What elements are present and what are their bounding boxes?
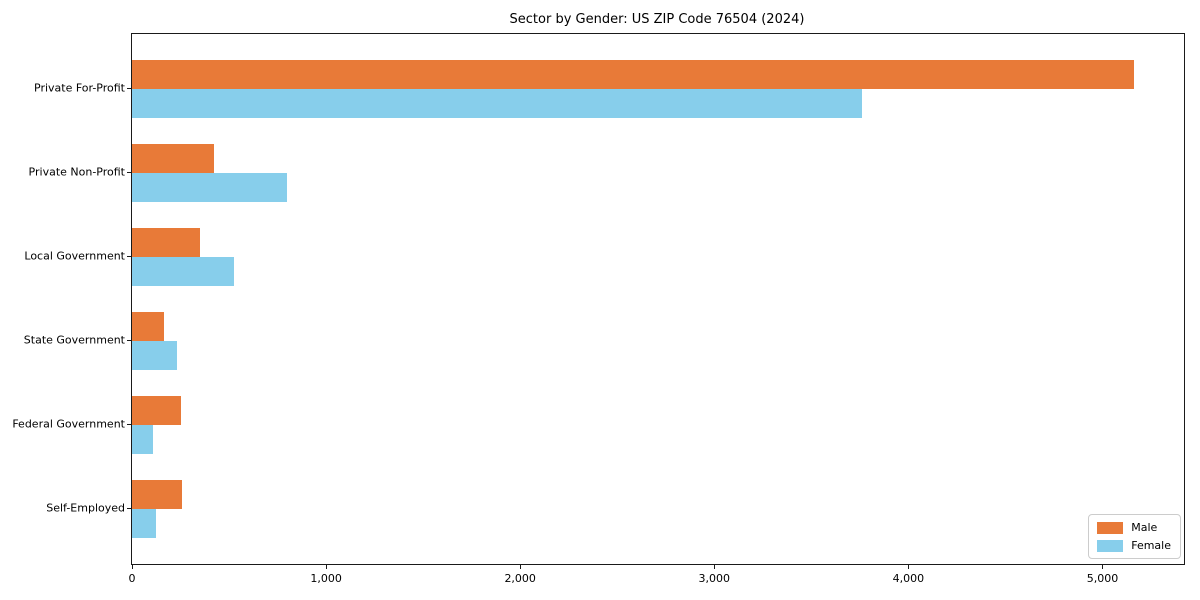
x-tick-mark-1: [326, 565, 328, 569]
bar-male-1: [132, 144, 214, 173]
bar-female-4: [132, 425, 154, 454]
x-axis-label-0: 0: [128, 572, 136, 585]
y-tick-mark-5: [127, 508, 131, 509]
bar-female-2: [132, 257, 234, 286]
bar-female-0: [132, 89, 862, 118]
chart-title: Sector by Gender: US ZIP Code 76504 (202…: [509, 12, 805, 27]
x-axis-label-2: 2,000: [504, 572, 536, 585]
x-axis-label-1: 1,000: [310, 572, 342, 585]
plot-area: Male Female: [131, 33, 1185, 565]
bar-male-5: [132, 480, 182, 509]
x-tick-mark-5: [1102, 565, 1104, 569]
legend-item-female: Female: [1097, 539, 1171, 552]
bar-female-1: [132, 173, 288, 202]
y-tick-mark-3: [127, 340, 131, 341]
x-tick-mark-0: [132, 565, 133, 569]
y-tick-mark-4: [127, 424, 131, 425]
legend: Male Female: [1088, 514, 1181, 559]
bar-male-2: [132, 228, 200, 257]
x-axis-label-5: 5,000: [1086, 572, 1119, 585]
y-axis-label-4: Federal Government: [12, 417, 125, 431]
male-series-swatch: [1097, 521, 1124, 534]
bar-female-5: [132, 509, 157, 538]
bar-female-3: [132, 341, 177, 370]
x-tick-mark-3: [714, 565, 716, 569]
legend-label-female: Female: [1131, 539, 1171, 552]
y-tick-mark-2: [127, 256, 131, 257]
bar-male-4: [132, 396, 181, 425]
legend-item-male: Male: [1097, 521, 1171, 534]
female-series-swatch: [1097, 539, 1124, 552]
y-tick-mark-1: [127, 172, 131, 173]
x-tick-mark-2: [520, 565, 522, 569]
y-axis-label-1: Private Non-Profit: [28, 165, 125, 179]
y-axis-label-0: Private For-Profit: [34, 81, 125, 95]
y-axis-label-2: Local Government: [24, 249, 125, 263]
y-tick-mark-0: [127, 88, 131, 89]
legend-label-male: Male: [1131, 521, 1158, 534]
bar-male-3: [132, 312, 164, 341]
bar-male-0: [132, 60, 1134, 89]
x-axis-label-4: 4,000: [892, 572, 925, 585]
x-tick-mark-4: [908, 565, 910, 569]
y-axis-label-3: State Government: [23, 333, 125, 347]
y-axis-label-5: Self-Employed: [46, 501, 125, 515]
x-axis-label-3: 3,000: [698, 572, 731, 585]
